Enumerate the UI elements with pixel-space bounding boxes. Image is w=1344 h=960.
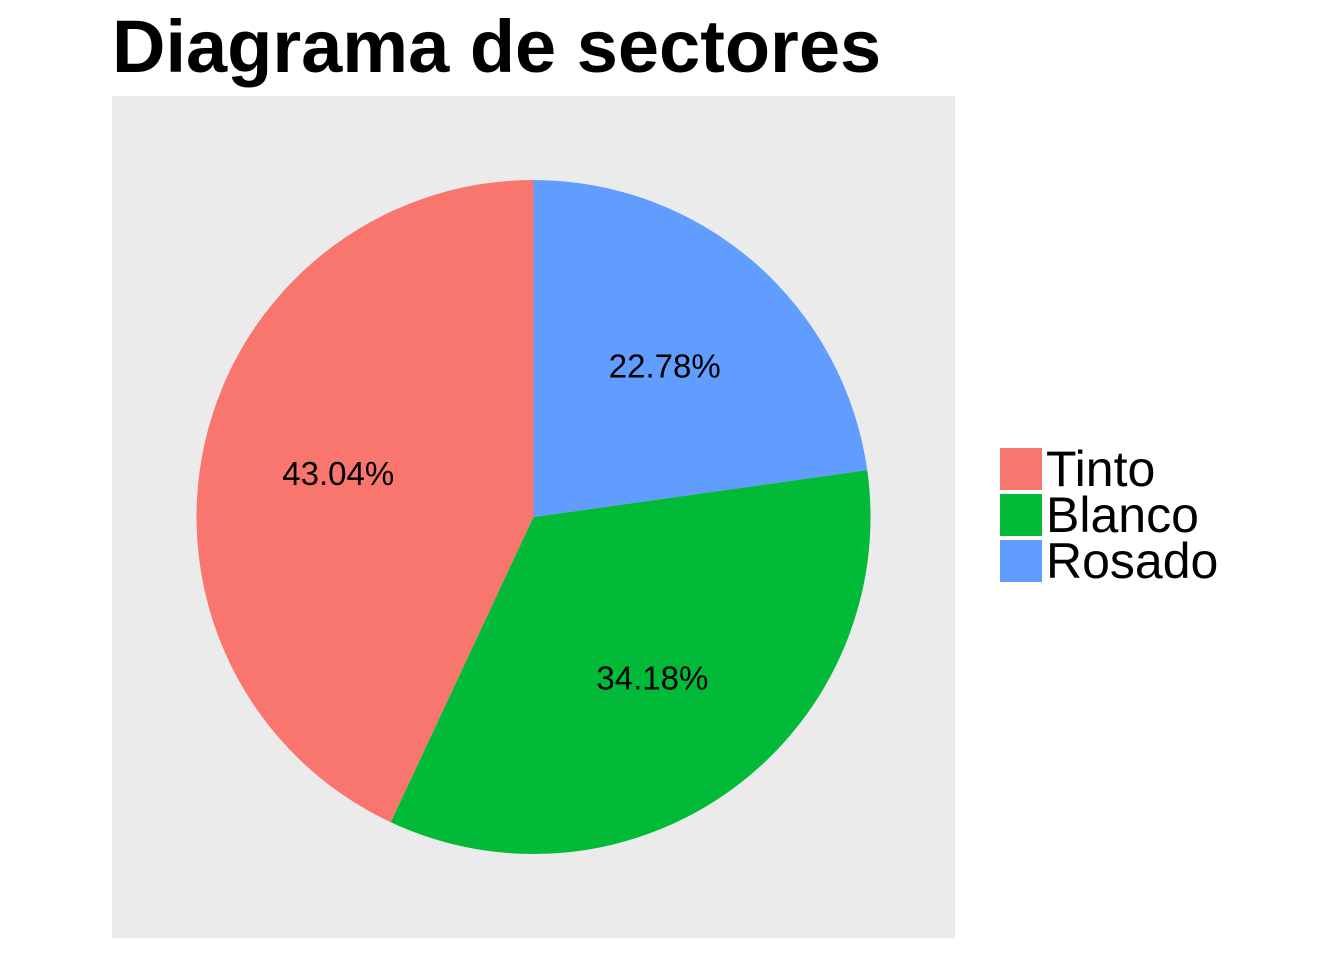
legend-label-tinto: Tinto xyxy=(1046,441,1156,497)
legend-item-tinto: Tinto xyxy=(1000,441,1218,497)
pie-slice-blanco xyxy=(390,470,871,854)
pie-slice-rosado xyxy=(533,180,868,517)
legend-item-rosado: Rosado xyxy=(1000,533,1219,589)
slice-label-tinto: 43.04% xyxy=(282,455,394,492)
pie-slice-labels: 43.04% 34.18% 22.78% xyxy=(282,348,720,697)
legend-swatch-rosado xyxy=(1000,540,1042,582)
pie-slices xyxy=(196,180,871,854)
legend-label-blanco: Blanco xyxy=(1046,487,1199,543)
legend-item-blanco: Blanco xyxy=(1000,487,1218,543)
slice-label-blanco: 34.18% xyxy=(596,659,708,696)
legend-label-rosado: Rosado xyxy=(1046,533,1219,589)
chart-title: Diagrama de sectores xyxy=(112,5,882,88)
pie-slice-tinto xyxy=(196,180,534,823)
legend: Tinto Blanco Rosado xyxy=(1000,441,1219,589)
legend-swatch-blanco xyxy=(1000,494,1042,536)
slice-label-rosado: 22.78% xyxy=(609,348,721,385)
legend-swatch-tinto xyxy=(1000,448,1042,490)
